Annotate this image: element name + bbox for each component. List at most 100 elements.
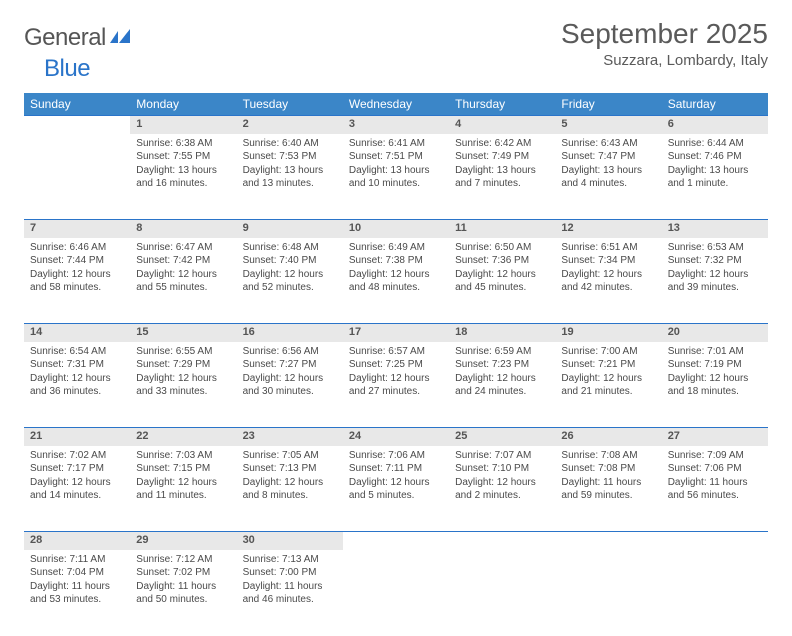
sunset-line: Sunset: 7:11 PM bbox=[349, 462, 443, 476]
sunrise-line: Sunrise: 6:46 AM bbox=[30, 241, 124, 255]
day-number-cell bbox=[662, 532, 768, 550]
day-content-cell: Sunrise: 6:54 AMSunset: 7:31 PMDaylight:… bbox=[24, 342, 130, 428]
daylight-line: Daylight: 12 hours and 48 minutes. bbox=[349, 268, 443, 295]
daylight-line: Daylight: 13 hours and 10 minutes. bbox=[349, 164, 443, 191]
daylight-line: Daylight: 13 hours and 16 minutes. bbox=[136, 164, 230, 191]
daylight-line: Daylight: 11 hours and 53 minutes. bbox=[30, 580, 124, 607]
day-header: Wednesday bbox=[343, 93, 449, 116]
sunrise-line: Sunrise: 6:42 AM bbox=[455, 137, 549, 151]
daylight-line: Daylight: 12 hours and 36 minutes. bbox=[30, 372, 124, 399]
sunset-line: Sunset: 7:21 PM bbox=[561, 358, 655, 372]
sunset-line: Sunset: 7:38 PM bbox=[349, 254, 443, 268]
day-content-cell: Sunrise: 6:41 AMSunset: 7:51 PMDaylight:… bbox=[343, 134, 449, 220]
day-number-cell: 19 bbox=[555, 324, 661, 342]
day-number-cell: 9 bbox=[237, 220, 343, 238]
daylight-line: Daylight: 12 hours and 24 minutes. bbox=[455, 372, 549, 399]
sunrise-line: Sunrise: 6:41 AM bbox=[349, 137, 443, 151]
day-number-cell: 26 bbox=[555, 428, 661, 446]
sunrise-line: Sunrise: 6:49 AM bbox=[349, 241, 443, 255]
day-content-cell: Sunrise: 6:43 AMSunset: 7:47 PMDaylight:… bbox=[555, 134, 661, 220]
day-content-cell: Sunrise: 6:50 AMSunset: 7:36 PMDaylight:… bbox=[449, 238, 555, 324]
day-header: Friday bbox=[555, 93, 661, 116]
day-header: Sunday bbox=[24, 93, 130, 116]
day-content-cell: Sunrise: 7:08 AMSunset: 7:08 PMDaylight:… bbox=[555, 446, 661, 532]
day-number-cell: 13 bbox=[662, 220, 768, 238]
sunrise-line: Sunrise: 7:12 AM bbox=[136, 553, 230, 567]
day-number-cell: 29 bbox=[130, 532, 236, 550]
sunrise-line: Sunrise: 6:54 AM bbox=[30, 345, 124, 359]
sunrise-line: Sunrise: 6:40 AM bbox=[243, 137, 337, 151]
day-content-cell bbox=[449, 550, 555, 636]
day-number-cell: 14 bbox=[24, 324, 130, 342]
daylight-line: Daylight: 12 hours and 11 minutes. bbox=[136, 476, 230, 503]
daylight-line: Daylight: 11 hours and 46 minutes. bbox=[243, 580, 337, 607]
day-header: Monday bbox=[130, 93, 236, 116]
daylight-line: Daylight: 12 hours and 42 minutes. bbox=[561, 268, 655, 295]
daylight-line: Daylight: 13 hours and 1 minute. bbox=[668, 164, 762, 191]
sunrise-line: Sunrise: 6:38 AM bbox=[136, 137, 230, 151]
daylight-line: Daylight: 13 hours and 7 minutes. bbox=[455, 164, 549, 191]
logo-word1: General bbox=[24, 24, 106, 52]
sunset-line: Sunset: 7:31 PM bbox=[30, 358, 124, 372]
sunset-line: Sunset: 7:00 PM bbox=[243, 566, 337, 580]
day-content-cell: Sunrise: 7:05 AMSunset: 7:13 PMDaylight:… bbox=[237, 446, 343, 532]
day-content-cell: Sunrise: 7:00 AMSunset: 7:21 PMDaylight:… bbox=[555, 342, 661, 428]
day-number-cell bbox=[555, 532, 661, 550]
sunrise-line: Sunrise: 7:08 AM bbox=[561, 449, 655, 463]
day-number-cell: 2 bbox=[237, 116, 343, 134]
day-number-cell: 8 bbox=[130, 220, 236, 238]
day-content-cell bbox=[24, 134, 130, 220]
daylight-line: Daylight: 12 hours and 2 minutes. bbox=[455, 476, 549, 503]
sunset-line: Sunset: 7:55 PM bbox=[136, 150, 230, 164]
daylight-line: Daylight: 12 hours and 33 minutes. bbox=[136, 372, 230, 399]
day-number-cell: 4 bbox=[449, 116, 555, 134]
sunset-line: Sunset: 7:25 PM bbox=[349, 358, 443, 372]
sunrise-line: Sunrise: 7:07 AM bbox=[455, 449, 549, 463]
sunrise-line: Sunrise: 7:00 AM bbox=[561, 345, 655, 359]
sunset-line: Sunset: 7:42 PM bbox=[136, 254, 230, 268]
sunrise-line: Sunrise: 7:11 AM bbox=[30, 553, 124, 567]
sunrise-line: Sunrise: 6:59 AM bbox=[455, 345, 549, 359]
daylight-line: Daylight: 12 hours and 45 minutes. bbox=[455, 268, 549, 295]
day-number-cell: 25 bbox=[449, 428, 555, 446]
day-content-cell: Sunrise: 7:03 AMSunset: 7:15 PMDaylight:… bbox=[130, 446, 236, 532]
week-content-row: Sunrise: 7:11 AMSunset: 7:04 PMDaylight:… bbox=[24, 550, 768, 636]
day-number-cell: 28 bbox=[24, 532, 130, 550]
daylight-line: Daylight: 11 hours and 50 minutes. bbox=[136, 580, 230, 607]
week-number-row: 21222324252627 bbox=[24, 428, 768, 446]
week-number-row: 282930 bbox=[24, 532, 768, 550]
daylight-line: Daylight: 12 hours and 55 minutes. bbox=[136, 268, 230, 295]
day-content-cell: Sunrise: 7:12 AMSunset: 7:02 PMDaylight:… bbox=[130, 550, 236, 636]
day-content-cell: Sunrise: 7:13 AMSunset: 7:00 PMDaylight:… bbox=[237, 550, 343, 636]
sunrise-line: Sunrise: 6:44 AM bbox=[668, 137, 762, 151]
sunset-line: Sunset: 7:32 PM bbox=[668, 254, 762, 268]
sunrise-line: Sunrise: 7:06 AM bbox=[349, 449, 443, 463]
sunset-line: Sunset: 7:15 PM bbox=[136, 462, 230, 476]
day-number-cell bbox=[24, 116, 130, 134]
daylight-line: Daylight: 12 hours and 39 minutes. bbox=[668, 268, 762, 295]
day-content-cell: Sunrise: 6:40 AMSunset: 7:53 PMDaylight:… bbox=[237, 134, 343, 220]
day-content-cell bbox=[662, 550, 768, 636]
week-content-row: Sunrise: 7:02 AMSunset: 7:17 PMDaylight:… bbox=[24, 446, 768, 532]
day-content-cell: Sunrise: 7:02 AMSunset: 7:17 PMDaylight:… bbox=[24, 446, 130, 532]
day-content-cell: Sunrise: 7:01 AMSunset: 7:19 PMDaylight:… bbox=[662, 342, 768, 428]
sunset-line: Sunset: 7:36 PM bbox=[455, 254, 549, 268]
sunset-line: Sunset: 7:34 PM bbox=[561, 254, 655, 268]
day-header: Saturday bbox=[662, 93, 768, 116]
logo-word2: Blue bbox=[44, 55, 90, 82]
day-content-cell bbox=[555, 550, 661, 636]
daylight-line: Daylight: 12 hours and 52 minutes. bbox=[243, 268, 337, 295]
sunset-line: Sunset: 7:13 PM bbox=[243, 462, 337, 476]
sunset-line: Sunset: 7:06 PM bbox=[668, 462, 762, 476]
day-header: Tuesday bbox=[237, 93, 343, 116]
sunset-line: Sunset: 7:44 PM bbox=[30, 254, 124, 268]
day-number-cell: 18 bbox=[449, 324, 555, 342]
sunrise-line: Sunrise: 6:53 AM bbox=[668, 241, 762, 255]
sunset-line: Sunset: 7:53 PM bbox=[243, 150, 337, 164]
sunrise-line: Sunrise: 6:50 AM bbox=[455, 241, 549, 255]
week-number-row: 78910111213 bbox=[24, 220, 768, 238]
day-content-cell: Sunrise: 6:42 AMSunset: 7:49 PMDaylight:… bbox=[449, 134, 555, 220]
daylight-line: Daylight: 12 hours and 8 minutes. bbox=[243, 476, 337, 503]
day-content-cell bbox=[343, 550, 449, 636]
daylight-line: Daylight: 12 hours and 58 minutes. bbox=[30, 268, 124, 295]
